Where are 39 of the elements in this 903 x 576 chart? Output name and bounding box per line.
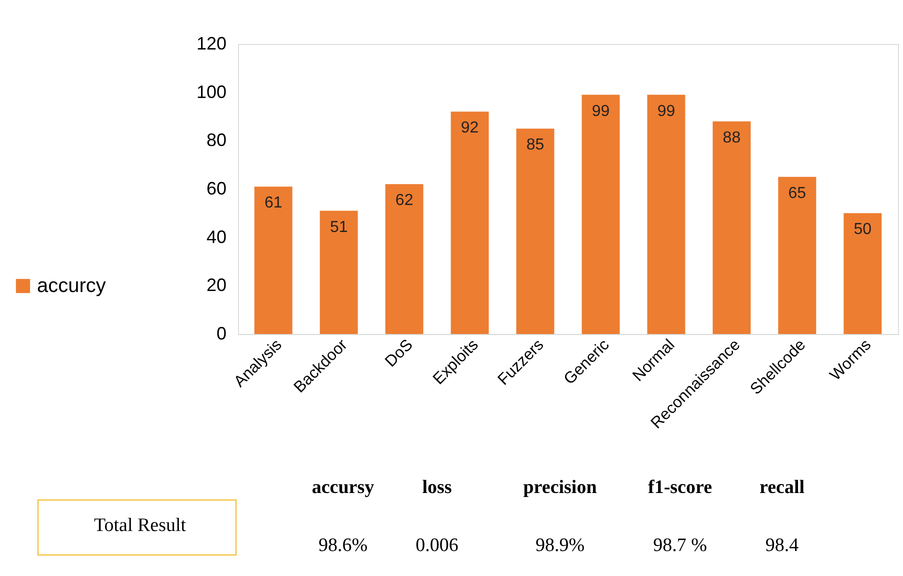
y-tick-label: 20	[206, 275, 226, 296]
text: 98.4	[765, 535, 800, 556]
text: accursy	[312, 477, 375, 498]
bar	[582, 94, 620, 334]
bar	[516, 128, 554, 334]
legend-label: accurcy	[37, 275, 106, 297]
y-tick-label: 120	[196, 34, 226, 54]
data-label: 51	[330, 218, 348, 236]
bar	[385, 184, 424, 334]
y-tick-label: 40	[206, 226, 226, 247]
text: recall	[759, 477, 805, 498]
text: 98.7 %	[653, 535, 708, 556]
text: loss	[422, 477, 452, 498]
y-tick-label: 80	[206, 130, 226, 150]
y-tick-label: 100	[196, 82, 226, 102]
text: Total Result	[94, 515, 187, 536]
bar	[778, 176, 816, 334]
bar	[712, 121, 751, 334]
text: 98.9%	[535, 535, 585, 556]
data-label: 62	[395, 192, 414, 210]
data-label: 65	[788, 184, 806, 202]
y-tick-label: 60	[206, 178, 226, 198]
data-label: 92	[460, 120, 479, 137]
data-label: 85	[526, 136, 544, 154]
data-label: 99	[657, 102, 676, 120]
data-label: 61	[264, 194, 282, 212]
data-label: 50	[854, 221, 872, 238]
bar	[450, 112, 489, 334]
data-label: 88	[722, 129, 741, 146]
text: 98.6%	[318, 535, 368, 556]
text: precision	[523, 477, 598, 498]
bar	[254, 186, 292, 334]
text: 0.006	[416, 535, 458, 556]
bar	[320, 210, 358, 334]
data-label: 99	[592, 102, 610, 120]
bar	[844, 213, 882, 334]
text: f1-score	[648, 477, 712, 498]
bar	[647, 94, 686, 334]
y-tick-label: 0	[216, 324, 226, 344]
